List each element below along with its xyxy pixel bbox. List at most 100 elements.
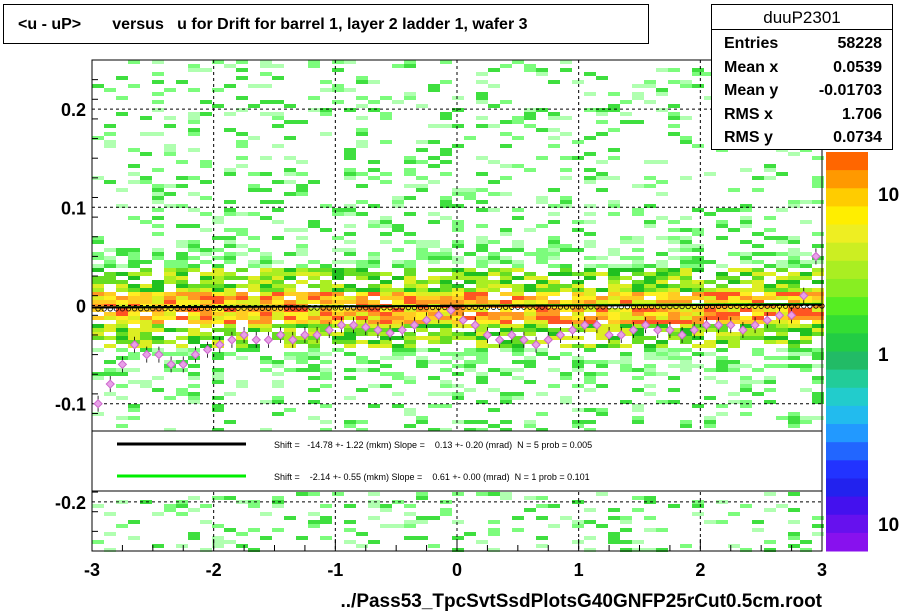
heatmap-cell: [464, 388, 476, 392]
fit-marker: [813, 303, 819, 309]
heatmap-cell: [200, 332, 212, 336]
heatmap-cell: [224, 168, 236, 172]
heatmap-cell: [308, 364, 320, 368]
heatmap-cell: [332, 100, 344, 104]
heatmap-cell: [188, 116, 200, 120]
heatmap-cell: [260, 300, 272, 304]
heatmap-cell: [476, 380, 488, 384]
heatmap-cell: [500, 300, 512, 304]
heatmap-cell: [608, 280, 620, 284]
heatmap-cell: [116, 372, 128, 376]
heatmap-cell: [392, 276, 404, 280]
heatmap-cell: [224, 320, 236, 324]
heatmap-cell: [752, 328, 764, 332]
heatmap-cell: [212, 268, 224, 272]
heatmap-cell: [656, 548, 668, 552]
heatmap-cell: [188, 340, 200, 344]
heatmap-cell: [812, 200, 824, 204]
fit-marker: [405, 305, 411, 311]
heatmap-cell: [224, 328, 236, 332]
heatmap-cell: [572, 284, 584, 288]
heatmap-cell: [788, 412, 800, 416]
heatmap-cell: [632, 280, 644, 284]
heatmap-cell: [800, 300, 812, 304]
heatmap-cell: [368, 316, 380, 320]
heatmap-cell: [356, 116, 368, 120]
profile-point: [202, 344, 213, 355]
fit-marker: [728, 303, 734, 309]
heatmap-cell: [284, 120, 296, 124]
heatmap-cell: [560, 132, 572, 136]
heatmap-cell: [92, 256, 104, 260]
heatmap-cell: [620, 352, 632, 356]
heatmap-cell: [272, 280, 284, 284]
profile-point: [604, 330, 614, 340]
heatmap-cell: [224, 112, 236, 116]
heatmap-cell: [584, 548, 596, 552]
heatmap-cell: [740, 384, 752, 388]
heatmap-cell: [692, 228, 704, 232]
heatmap-cell: [428, 376, 440, 380]
heatmap-cell: [248, 84, 260, 88]
heatmap-cell: [452, 384, 464, 388]
heatmap-cell: [224, 324, 236, 328]
heatmap-cell: [764, 308, 776, 312]
heatmap-cell: [788, 284, 800, 288]
heatmap-cell: [248, 172, 260, 176]
heatmap-cell: [224, 240, 236, 244]
heatmap-cell: [716, 332, 728, 336]
heatmap-cell: [404, 300, 416, 304]
heatmap-cell: [404, 512, 416, 516]
heatmap-cell: [560, 328, 572, 332]
heatmap-cell: [128, 380, 140, 384]
heatmap-cell: [212, 356, 224, 360]
heatmap-cell: [308, 96, 320, 100]
heatmap-cell: [140, 296, 152, 300]
heatmap-cell: [632, 408, 644, 412]
heatmap-cell: [140, 272, 152, 276]
heatmap-cell: [632, 340, 644, 344]
heatmap-cell: [152, 60, 164, 64]
heatmap-cell: [176, 80, 188, 84]
heatmap-cell: [368, 284, 380, 288]
heatmap-cell: [428, 220, 440, 224]
heatmap-cell: [500, 396, 512, 400]
heatmap-cell: [452, 364, 464, 368]
heatmap-cell: [656, 312, 668, 316]
heatmap-cell: [308, 284, 320, 288]
heatmap-cell: [344, 152, 356, 156]
heatmap-cell: [572, 156, 584, 160]
heatmap-cell: [704, 344, 716, 348]
heatmap-cell: [668, 336, 680, 340]
heatmap-cell: [116, 300, 128, 304]
heatmap-cell: [632, 540, 644, 544]
heatmap-cell: [344, 252, 356, 256]
heatmap-cell: [680, 268, 692, 272]
heatmap-cell: [800, 332, 812, 336]
heatmap-cell: [404, 320, 416, 324]
heatmap-cell: [560, 196, 572, 200]
heatmap-cell: [776, 336, 788, 340]
heatmap-cell: [680, 308, 692, 312]
heatmap-cell: [344, 528, 356, 532]
heatmap-cell: [248, 504, 260, 508]
fit-marker: [363, 305, 369, 311]
heatmap-cell: [728, 228, 740, 232]
heatmap-cell: [776, 296, 788, 300]
heatmap-cell: [548, 504, 560, 508]
profile-point: [348, 320, 359, 330]
heatmap-cell: [764, 492, 776, 496]
profile-point: [215, 340, 225, 350]
heatmap-cell: [524, 340, 536, 344]
profile-point: [178, 359, 188, 370]
heatmap-cell: [500, 328, 512, 332]
heatmap-cell: [500, 232, 512, 236]
heatmap-cell: [788, 272, 800, 276]
heatmap-cell: [368, 264, 380, 268]
heatmap-cell: [800, 336, 812, 340]
heatmap-cell: [776, 292, 788, 296]
heatmap-cell: [524, 324, 536, 328]
heatmap-cell: [404, 268, 416, 272]
heatmap-cell: [272, 360, 284, 364]
heatmap-cell: [488, 260, 500, 264]
